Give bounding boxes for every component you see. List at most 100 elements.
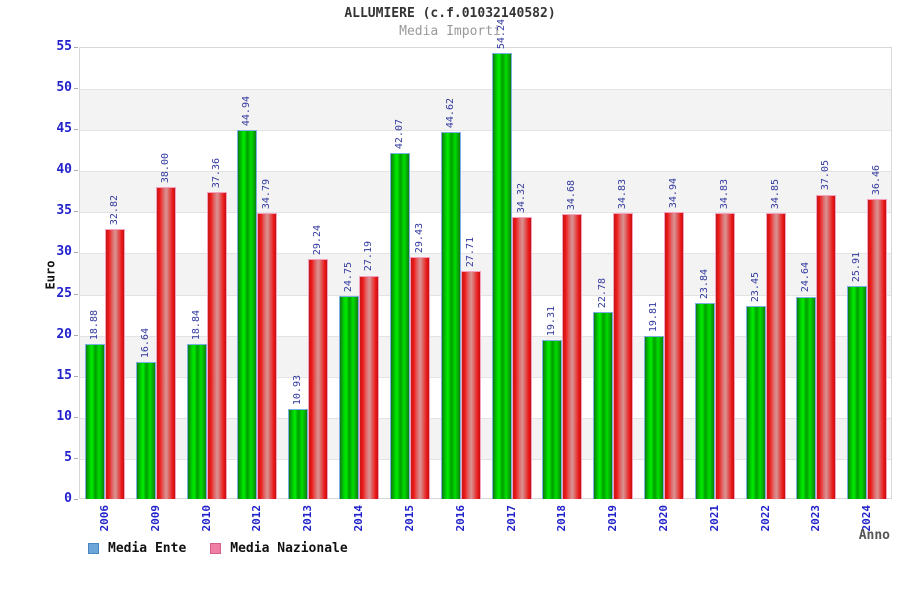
bar-value-label: 18.84 — [190, 310, 202, 341]
y-tick-label: 45 — [56, 121, 72, 137]
bar-naz-2016 — [460, 271, 481, 499]
bar-naz-2019 — [613, 212, 634, 499]
y-tick-label: 10 — [56, 408, 72, 424]
gridline — [80, 89, 891, 91]
y-tick-mark — [74, 375, 78, 377]
y-tick-mark — [74, 416, 78, 418]
bar-value-label: 27.19 — [363, 241, 375, 272]
bar-value-label: 19.31 — [546, 306, 558, 337]
legend: Media Ente Media Nazionale — [88, 541, 364, 556]
y-tick-mark — [74, 211, 78, 213]
bar-value-label: 29.43 — [413, 223, 425, 254]
bar-value-label: 16.64 — [139, 328, 151, 359]
chart-title: ALLUMIERE (c.f.01032140582) — [344, 6, 556, 21]
bar-value-label: 34.32 — [515, 182, 527, 213]
plot-band — [80, 89, 891, 131]
bar-ente-2020 — [643, 336, 664, 499]
bar-ente-2012 — [237, 129, 258, 499]
gridline — [80, 335, 891, 337]
x-tick-label-2013: 2013 — [301, 505, 315, 532]
x-tick-label-2022: 2022 — [758, 505, 772, 532]
gridline — [80, 130, 891, 132]
bar-value-label: 36.46 — [871, 165, 883, 196]
y-tick-label: 40 — [56, 162, 72, 178]
bar-naz-2006 — [105, 229, 125, 499]
y-tick-mark — [74, 88, 78, 90]
bar-naz-2009 — [155, 186, 176, 499]
bar-ente-2021 — [694, 303, 715, 499]
gridline — [80, 417, 891, 419]
y-tick-label: 55 — [56, 39, 72, 54]
y-tick-label: 50 — [56, 80, 72, 96]
x-tick-label-2010: 2010 — [199, 505, 213, 532]
y-tick-label: 25 — [56, 285, 72, 301]
x-tick-label-2014: 2014 — [352, 505, 366, 532]
y-tick-label: 20 — [56, 326, 72, 342]
x-tick-label-2015: 2015 — [402, 505, 416, 532]
gridline — [80, 253, 891, 255]
bar-value-label: 23.84 — [698, 268, 710, 300]
bar-value-label: 10.93 — [292, 375, 304, 406]
bar-ente-2019 — [593, 311, 614, 499]
bar-naz-2010 — [206, 191, 227, 499]
bar-value-label: 29.24 — [312, 224, 324, 255]
y-tick-mark — [74, 129, 78, 131]
x-tick-label-2009: 2009 — [148, 505, 162, 532]
y-tick-mark — [74, 293, 78, 295]
x-tick-label-2017: 2017 — [504, 505, 518, 532]
bar-value-label: 18.88 — [89, 309, 100, 340]
bar-value-label: 22.78 — [597, 277, 609, 308]
bar-ente-2017 — [491, 53, 512, 499]
bar-ente-2022 — [745, 306, 766, 499]
bar-value-label: 37.05 — [820, 160, 832, 191]
gridline — [80, 294, 891, 296]
bar-ente-2009 — [135, 362, 156, 499]
bar-ente-2010 — [186, 344, 207, 499]
y-tick-mark — [74, 252, 78, 254]
bar-naz-2012 — [257, 213, 278, 499]
legend-pink-square-icon — [210, 543, 222, 554]
plot-band — [80, 130, 891, 171]
y-tick-label: 15 — [56, 367, 72, 383]
bar-value-label: 24.75 — [343, 261, 355, 292]
y-tick-label: 35 — [56, 203, 72, 219]
bar-value-label: 24.64 — [800, 262, 812, 293]
y-tick-mark — [74, 334, 78, 336]
y-axis-title: Euro — [43, 260, 58, 290]
x-axis-title: Anno — [858, 528, 890, 543]
x-tick-label-2019: 2019 — [606, 505, 620, 532]
bar-naz-2018 — [562, 213, 583, 499]
x-tick-label-2020: 2020 — [656, 505, 670, 532]
bar-naz-2015 — [409, 257, 430, 499]
bar-naz-2013 — [308, 258, 329, 499]
x-tick-label-2006: 2006 — [98, 505, 111, 532]
bar-value-label: 23.45 — [749, 272, 761, 303]
bar-value-label: 34.94 — [667, 177, 679, 208]
bar-ente-2014 — [339, 295, 360, 499]
bar-value-label: 34.83 — [617, 178, 629, 209]
bar-value-label: 19.81 — [647, 302, 659, 333]
bar-naz-2023 — [816, 194, 837, 499]
bar-value-label: 42.07 — [393, 119, 405, 150]
legend-label-media-ente: Media Ente — [108, 541, 187, 556]
bar-value-label: 32.82 — [109, 195, 120, 226]
y-tick-mark — [74, 170, 78, 172]
x-tick-label-2023: 2023 — [809, 505, 823, 532]
bar-value-label: 38.00 — [159, 152, 171, 183]
x-tick-label-2012: 2012 — [250, 505, 264, 532]
bar-naz-2021 — [714, 212, 735, 499]
bar-value-label: 54.24 — [495, 19, 507, 50]
bar-naz-2020 — [663, 211, 684, 499]
bar-ente-2023 — [796, 296, 817, 499]
bar-ente-2016 — [440, 132, 461, 499]
bar-value-label: 44.94 — [241, 95, 253, 126]
bar-value-label: 25.91 — [851, 251, 863, 283]
y-tick-mark — [74, 457, 78, 459]
y-tick-mark — [74, 499, 78, 500]
bar-value-label: 34.68 — [566, 179, 578, 210]
legend-item-media-ente: Media Ente — [88, 541, 186, 556]
bar-ente-2013 — [288, 409, 309, 499]
bar-ente-2018 — [542, 340, 563, 499]
legend-item-media-nazionale: Media Nazionale — [210, 541, 348, 556]
bar-value-label: 44.62 — [444, 98, 456, 129]
